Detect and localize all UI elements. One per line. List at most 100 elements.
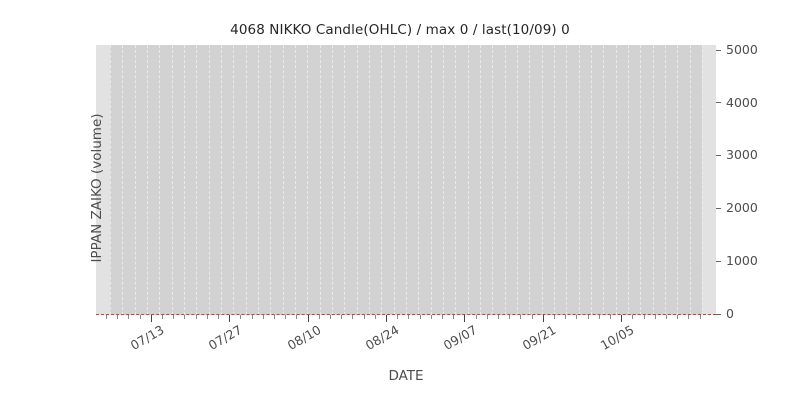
x-tick-minor — [374, 315, 376, 319]
gridline-vertical — [270, 45, 272, 315]
gridline-vertical — [455, 45, 457, 315]
x-tick-label: 08/24 — [363, 322, 402, 353]
x-tick-minor — [565, 315, 567, 319]
gridline-vertical — [467, 45, 470, 315]
gridline-vertical — [418, 45, 420, 315]
x-tick-major — [386, 315, 387, 322]
x-tick-label: 08/10 — [284, 322, 323, 353]
x-tick-minor — [318, 315, 320, 319]
gridline-vertical — [702, 45, 704, 315]
gridline-vertical — [319, 45, 322, 315]
x-tick-label-text: 08/24 — [362, 322, 402, 354]
gridlines — [96, 45, 716, 315]
gridline-vertical — [504, 45, 507, 315]
x-tick-minor — [273, 315, 275, 319]
x-tick-minor — [632, 315, 634, 319]
x-tick-label: 09/21 — [520, 322, 559, 353]
x-tick-label-text: 08/10 — [284, 322, 324, 354]
gridline-vertical — [430, 45, 433, 315]
gridline-vertical — [356, 45, 359, 315]
x-tick-major — [150, 315, 152, 322]
y-tick-label: 3000 — [726, 147, 758, 163]
x-tick-minor — [285, 315, 287, 319]
x-tick-minor — [139, 315, 141, 319]
gridline-vertical — [134, 45, 137, 315]
gridline-vertical — [245, 45, 248, 315]
gridline-vertical — [652, 45, 655, 315]
x-tick-minor — [419, 315, 421, 319]
gridline-vertical — [628, 45, 630, 315]
x-tick-minor — [161, 315, 163, 319]
x-tick-label: 09/07 — [441, 322, 480, 353]
gridline-vertical — [578, 45, 581, 315]
gridline-vertical — [406, 45, 408, 315]
gridline-vertical — [665, 45, 667, 315]
y-axis-title: IPPAN ZAIKO (volume) — [89, 113, 105, 263]
x-tick-minor — [352, 315, 354, 319]
gridline-vertical — [603, 45, 605, 315]
y-tick-mark — [716, 102, 721, 104]
x-tick-label-text: 09/07 — [441, 322, 480, 354]
x-tick-minor — [475, 315, 477, 319]
x-tick-minor — [453, 315, 455, 319]
x-tick-major — [621, 315, 623, 322]
gridline-vertical — [282, 45, 285, 315]
y-axis-ticks: 0 1000 2000 3000 4000 5000 — [716, 41, 786, 319]
x-tick-minor — [206, 315, 208, 319]
x-tick-label: 07/27 — [206, 322, 245, 353]
y-tick-mark — [716, 49, 721, 51]
x-tick-minor — [195, 315, 197, 319]
x-tick-major — [307, 315, 309, 322]
gridline-vertical — [517, 45, 519, 315]
x-tick-minor — [587, 315, 589, 319]
x-tick-minor — [509, 315, 511, 319]
x-tick-minor — [251, 315, 253, 319]
x-tick-minor — [666, 315, 668, 319]
gridline-vertical — [566, 45, 568, 315]
y-tick-mark — [716, 313, 721, 315]
gridline-vertical — [529, 45, 531, 315]
x-tick-minor — [442, 315, 443, 319]
gridline-vertical — [147, 45, 149, 315]
gridline-vertical — [184, 45, 186, 315]
y-tick-label: 1000 — [726, 252, 758, 268]
x-tick-minor — [296, 315, 298, 319]
x-tick-minor — [397, 315, 399, 319]
x-tick-label-text: 07/13 — [127, 322, 167, 354]
y-tick-mark — [716, 207, 721, 209]
gridline-vertical — [233, 45, 235, 315]
gridline-vertical — [122, 45, 124, 315]
y-tick-label: 5000 — [726, 41, 758, 57]
gridline-vertical — [159, 45, 161, 315]
x-tick-label-text: 10/05 — [598, 322, 637, 354]
x-tick-major — [542, 315, 544, 322]
gridline-vertical — [541, 45, 544, 315]
x-axis-tick-labels: 07/13 07/27 08/10 08/24 09/07 09/21 10/05 — [96, 322, 716, 368]
gridline-vertical — [344, 45, 346, 315]
x-tick-minor — [128, 315, 130, 319]
y-tick-label: 2000 — [726, 200, 758, 216]
x-tick-major — [464, 315, 466, 322]
x-tick-minor — [173, 315, 175, 319]
x-tick-label: 10/05 — [598, 322, 637, 353]
gridline-vertical — [381, 45, 383, 315]
gridline-vertical — [307, 45, 309, 315]
x-tick-minor — [105, 315, 107, 319]
x-tick-minor — [430, 315, 432, 319]
gridline-vertical — [258, 45, 260, 315]
plot-area — [96, 45, 716, 315]
gridline-vertical — [591, 45, 593, 315]
gridline-vertical — [615, 45, 618, 315]
x-tick-minor — [654, 315, 656, 319]
x-tick-minor — [117, 315, 119, 319]
x-tick-minor — [554, 315, 556, 319]
x-tick-minor — [699, 315, 701, 319]
x-tick-minor — [576, 315, 578, 319]
x-tick-minor — [643, 315, 645, 319]
x-tick-minor — [598, 315, 600, 319]
gridline-vertical — [393, 45, 396, 315]
x-tick-minor — [217, 315, 219, 319]
gridline-vertical — [689, 45, 692, 315]
x-tick-minor — [341, 315, 343, 319]
gridline-vertical — [295, 45, 297, 315]
